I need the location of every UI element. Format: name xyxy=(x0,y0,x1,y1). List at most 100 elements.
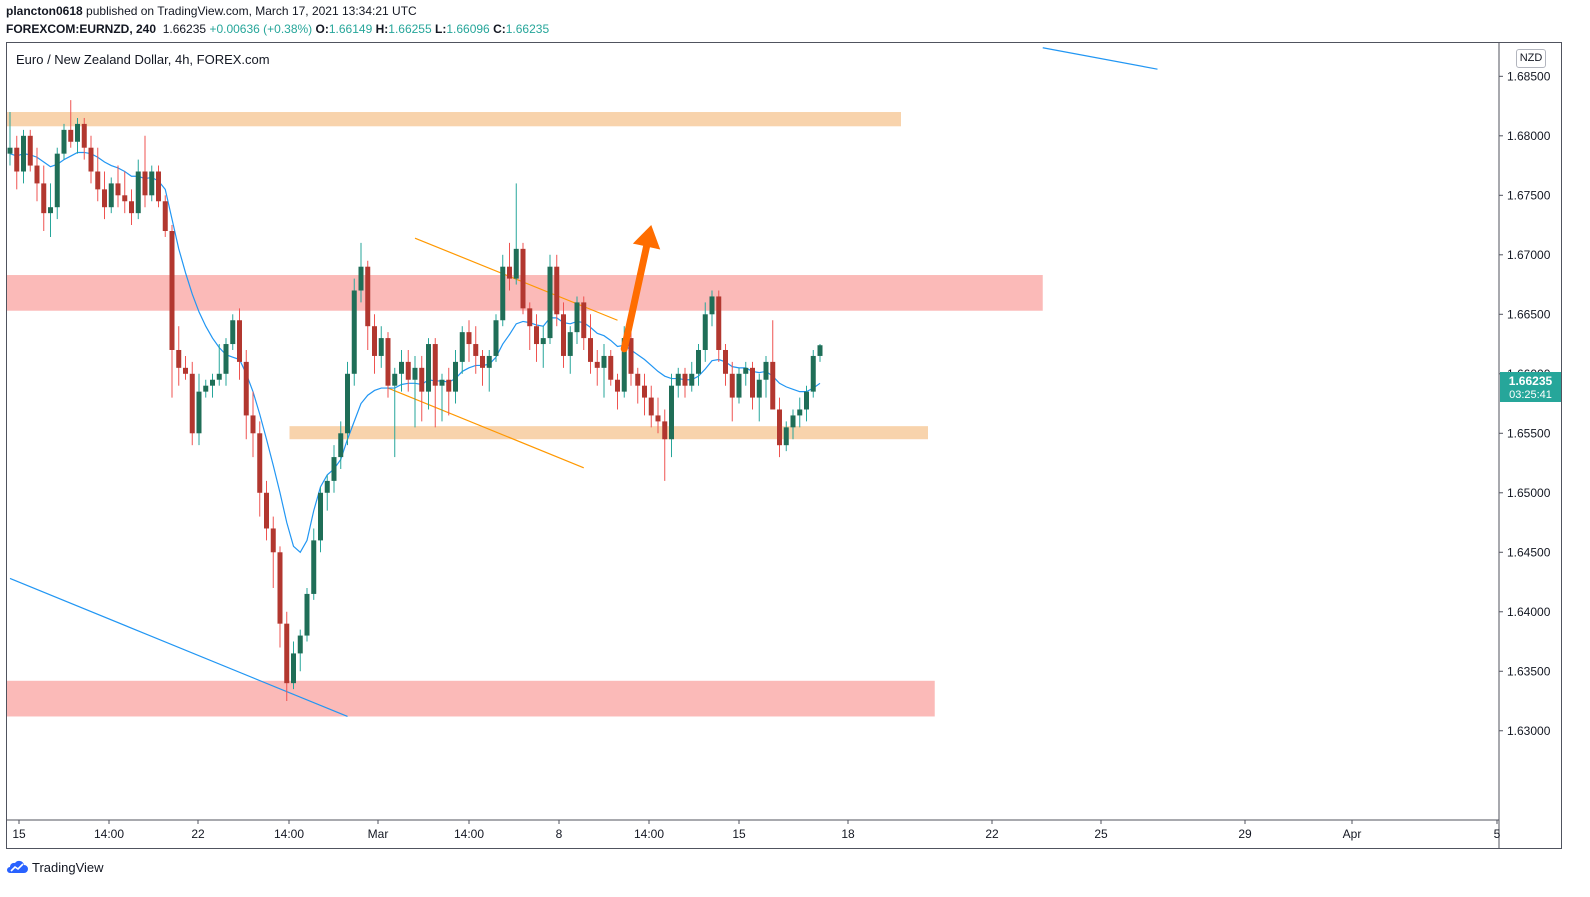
projection-arrow-shaft xyxy=(620,243,651,353)
candle-body xyxy=(291,653,296,684)
candle xyxy=(88,135,94,184)
tradingview-logo[interactable]: TradingView xyxy=(6,858,104,876)
candle-body xyxy=(574,302,580,333)
time-tick-label: 14:00 xyxy=(634,827,664,841)
candle xyxy=(574,296,580,345)
candle xyxy=(763,355,769,398)
candle xyxy=(338,421,344,469)
candle xyxy=(291,641,296,690)
candle-body xyxy=(561,314,566,356)
candle xyxy=(729,361,735,422)
candle xyxy=(399,349,404,392)
candle xyxy=(702,302,708,362)
close-label: C: xyxy=(493,22,506,36)
candle-body xyxy=(729,373,735,398)
candle xyxy=(507,242,512,291)
candle xyxy=(257,421,263,517)
candle xyxy=(81,117,87,160)
candle-body xyxy=(446,379,452,392)
candle-body xyxy=(162,201,168,232)
currency-button[interactable]: NZD xyxy=(1516,49,1546,68)
candle xyxy=(135,159,141,220)
trendline-3 xyxy=(387,387,584,469)
candle xyxy=(331,445,337,493)
candle xyxy=(324,474,330,511)
candle-body xyxy=(345,373,350,434)
candle xyxy=(230,314,236,350)
candle xyxy=(264,480,269,541)
candle-body xyxy=(466,332,472,345)
candle xyxy=(270,516,276,588)
candle xyxy=(358,242,364,303)
candle-body xyxy=(817,345,823,356)
candle xyxy=(432,338,438,428)
candle xyxy=(54,147,60,220)
candle xyxy=(34,147,40,202)
candle xyxy=(426,338,431,410)
candle xyxy=(149,165,155,202)
candle-body xyxy=(702,314,708,350)
candle xyxy=(318,486,323,553)
candle-body xyxy=(41,183,47,214)
candle-body xyxy=(264,492,269,529)
candle-body xyxy=(223,344,229,374)
low-value: 1.66096 xyxy=(446,22,490,36)
candle-body xyxy=(68,129,74,142)
candle xyxy=(405,349,411,392)
candle-body xyxy=(736,373,742,398)
price-tick-label: 1.66500 xyxy=(1507,307,1551,321)
price-tick-label: 1.68500 xyxy=(1507,69,1551,83)
candle-body xyxy=(804,391,809,410)
candle-body xyxy=(311,540,317,594)
candle-body xyxy=(513,248,519,279)
zone-resistance-0 xyxy=(7,112,901,127)
candle xyxy=(7,112,13,166)
ohlc-header: FOREXCOM:EURNZD, 240 1.66235 +0.00636 (+… xyxy=(6,22,549,36)
candle-body xyxy=(432,344,438,386)
candle-body xyxy=(54,153,60,208)
candle xyxy=(95,147,101,202)
candle xyxy=(655,397,661,434)
candle-body xyxy=(405,361,411,380)
price-change: +0.00636 (+0.38%) xyxy=(209,22,313,36)
candle xyxy=(108,177,114,214)
candle-body xyxy=(257,433,263,493)
candle xyxy=(520,242,526,315)
candle-body xyxy=(237,320,242,362)
trendline-0 xyxy=(9,577,348,718)
candle-body xyxy=(149,171,155,196)
candle xyxy=(750,361,755,410)
candle-body xyxy=(324,480,330,493)
candle-body xyxy=(810,355,816,392)
candle xyxy=(547,254,553,345)
candle xyxy=(696,344,701,386)
candle-body xyxy=(129,201,134,214)
candle xyxy=(75,117,80,154)
candle-body xyxy=(797,409,803,416)
candle-body xyxy=(675,373,681,386)
candle-body xyxy=(230,320,236,345)
candle xyxy=(797,397,803,428)
candle xyxy=(588,314,593,374)
candle xyxy=(493,314,499,362)
time-tick-label: 15 xyxy=(12,827,26,841)
candle-body xyxy=(567,332,573,356)
candle-body xyxy=(358,266,364,291)
candle xyxy=(466,320,472,362)
candle xyxy=(162,195,168,237)
time-tick-label: 22 xyxy=(191,827,205,841)
symbol-title: Euro / New Zealand Dollar, 4h, FOREX.com xyxy=(16,52,270,67)
time-tick-label: 25 xyxy=(1094,827,1108,841)
candle xyxy=(203,379,209,398)
candle-body xyxy=(743,367,749,374)
high-value: 1.66255 xyxy=(388,22,432,36)
candle-body xyxy=(169,231,175,350)
candle-body xyxy=(520,248,526,309)
candle-body xyxy=(453,361,458,392)
candle-body xyxy=(540,338,546,345)
last-price-tag-value: 1.66235 xyxy=(1508,374,1553,388)
candle-body xyxy=(642,385,647,398)
candle-body xyxy=(277,552,283,624)
candle xyxy=(540,326,546,368)
